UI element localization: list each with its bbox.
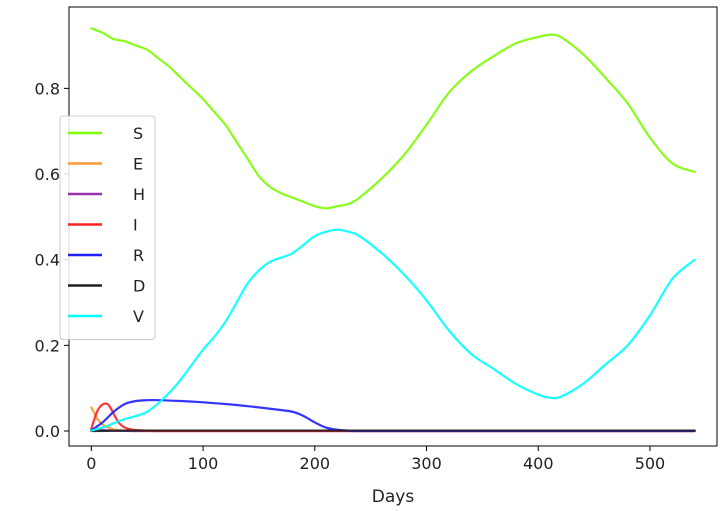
axes-frame xyxy=(68,6,718,447)
legend-label-D: D xyxy=(133,277,145,296)
legend-label-V: V xyxy=(133,307,144,326)
series-line-E xyxy=(90,406,696,433)
legend-box xyxy=(59,115,156,340)
y-tick-label: 0.4 xyxy=(35,251,60,270)
legend-label-S: S xyxy=(133,124,143,143)
legend-label-H: H xyxy=(133,185,145,204)
x-tick-label: 100 xyxy=(188,454,219,473)
ticks-layer: 0 100 200 300 400 500 0.0 0.2 0.4 0.6 0.8 xyxy=(35,79,666,473)
y-tick-label: 0.2 xyxy=(35,336,60,355)
x-axis-label: Days xyxy=(372,487,415,507)
legend-label-I: I xyxy=(133,216,138,235)
series-line-I xyxy=(90,402,696,433)
series-line-R xyxy=(90,398,696,433)
x-tick-label: 400 xyxy=(523,454,554,473)
x-tick-label: 300 xyxy=(411,454,442,473)
series-layer xyxy=(90,27,696,433)
series-line-V xyxy=(90,228,696,432)
legend-label-R: R xyxy=(133,246,144,265)
series-line-S xyxy=(90,27,696,210)
x-tick-label: 0 xyxy=(86,454,96,473)
y-tick-label: 0.0 xyxy=(35,422,60,441)
x-tick-label: 500 xyxy=(635,454,666,473)
y-tick-label: 0.8 xyxy=(35,79,60,98)
y-tick-label: 0.6 xyxy=(35,165,60,184)
x-tick-label: 200 xyxy=(300,454,331,473)
legend-label-E: E xyxy=(133,155,143,174)
